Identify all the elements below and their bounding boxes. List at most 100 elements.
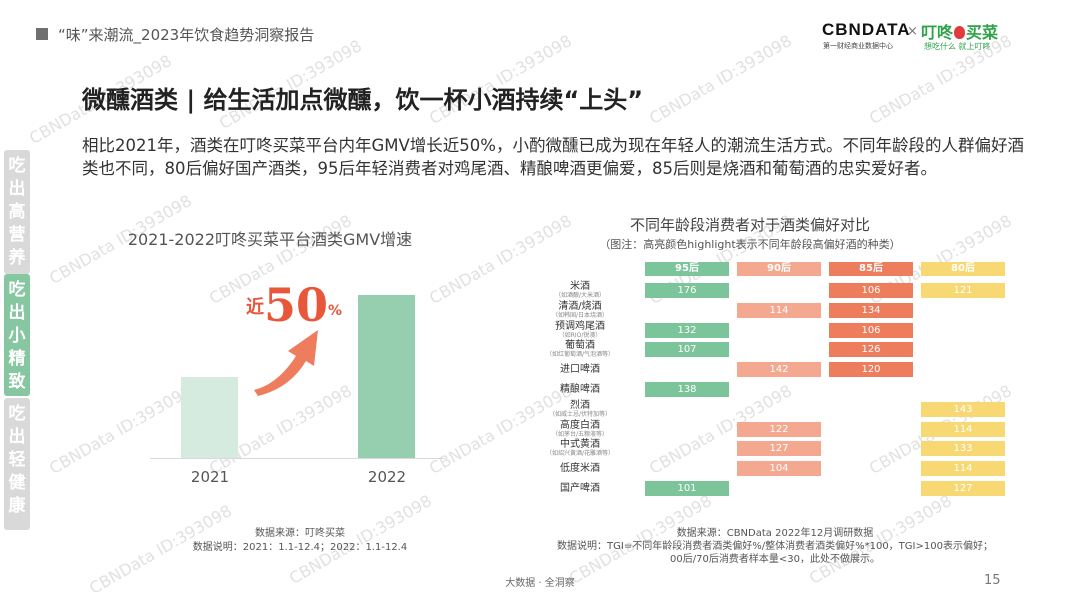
heat-cell: 104	[737, 461, 821, 477]
cbndata-logo: CBNDATA	[822, 20, 911, 39]
row-label-main: 烈酒	[570, 399, 590, 411]
row-label-main: 进口啤酒	[560, 364, 600, 376]
page-number: 15	[984, 573, 1001, 588]
left-source-text: 数据来源：叮咚买菜	[255, 528, 345, 539]
dingdong-logo-part2: 买菜	[966, 23, 999, 42]
row-label-sub: （如威士忌/伏特加等）	[548, 410, 612, 418]
heat-cell: 126	[829, 342, 913, 358]
column-header: 80后	[921, 262, 1005, 276]
heat-cell: 114	[737, 302, 821, 318]
heat-cell: 106	[829, 322, 913, 338]
side-tab-char: 吃	[8, 404, 26, 424]
row-label-sub: （如RIO/锐澳）	[558, 331, 602, 339]
chart-baseline	[150, 458, 445, 459]
row-label: 米酒 （如酒酿/大米酒）	[520, 281, 640, 299]
intro-paragraph: 相比2021年，酒类在叮咚买菜平台内年GMV增长近50%，小酌微醺已成为现在年轻…	[82, 136, 1024, 178]
side-tab-char: 康	[8, 496, 26, 516]
watermark-text: CBNData ID:393098	[646, 31, 795, 128]
cbndata-logo-subtitle: 第一财经商业数据中心	[823, 42, 893, 50]
bar-2022	[358, 295, 415, 458]
row-label-main: 中式黄酒	[560, 439, 600, 451]
side-tab-char: 小	[8, 326, 26, 346]
row-label-main: 葡萄酒	[565, 340, 595, 352]
right-source-text: 数据来源：CBNData 2022年12月调研数据	[676, 528, 874, 539]
heat-cell: 121	[921, 283, 1005, 298]
heat-cell: 107	[645, 342, 729, 358]
header-square-icon	[36, 28, 48, 40]
column-header: 95后	[645, 262, 729, 276]
heat-cell: 127	[921, 481, 1005, 496]
row-label: 进口啤酒	[520, 364, 640, 375]
preference-chart-subtitle: （图注：高亮颜色highlight表示不同年龄段高偏好酒的种类）	[599, 238, 901, 251]
row-label-sub: （如绍兴黄酒/花雕酒等）	[545, 450, 615, 458]
heat-cell: 138	[645, 382, 729, 397]
growth-unit: %	[328, 303, 343, 319]
side-tab-nutrition[interactable]: 吃 出 高 营 养	[4, 150, 30, 274]
dingdong-slogan: 想吃什么 就上叮咚	[924, 42, 991, 51]
row-label-main: 精酿啤酒	[560, 384, 600, 395]
row-label-sub: （如红葡萄酒/气泡酒等）	[545, 351, 615, 359]
row-label: 国产啤酒	[520, 483, 640, 494]
row-label: 葡萄酒 （如红葡萄酒/气泡酒等）	[520, 340, 640, 358]
row-label-sub: （如酒酿/大米酒）	[554, 292, 606, 299]
dingdong-logo: 叮咚 买菜	[921, 19, 998, 43]
side-tab-char: 轻	[8, 450, 26, 470]
right-note-line2: 00后/70后消费者样本量<30，此处不做展示。	[670, 554, 880, 565]
growth-arrow-icon	[254, 330, 318, 396]
column-header: 90后	[737, 262, 821, 276]
row-label-main: 清酒/烧酒	[558, 300, 602, 312]
row-label-main: 高度白酒	[560, 419, 600, 431]
growth-value: 50	[264, 278, 329, 332]
row-label: 精酿啤酒	[520, 384, 640, 395]
heat-cell: 114	[921, 461, 1005, 477]
side-tab-char: 健	[8, 473, 26, 493]
preference-chart-title: 不同年龄段消费者对于酒类偏好对比	[629, 216, 870, 234]
heat-cell: 114	[921, 421, 1005, 437]
footer-slogan: 大数据 · 全洞察	[505, 578, 575, 589]
side-tab-char: 吃	[8, 156, 26, 176]
gmv-chart-title: 2021-2022叮咚买菜平台酒类GMV增速	[127, 230, 413, 249]
row-label-main: 低度米酒	[560, 463, 600, 475]
dingdong-logo-part1: 叮咚	[921, 23, 954, 42]
heat-cell: 106	[829, 283, 913, 298]
row-label: 清酒/烧酒 （如韩国/日本烧酒）	[520, 301, 640, 319]
bar-2021	[181, 377, 238, 458]
heat-cell: 143	[921, 401, 1005, 417]
row-label-main: 国产啤酒	[560, 483, 600, 494]
row-label-main: 预调鸡尾酒	[555, 320, 605, 332]
row-label-sub: （如茅台/五粮液等）	[551, 430, 609, 438]
strawberry-icon	[954, 26, 966, 39]
side-tab-char: 吃	[8, 280, 26, 300]
report-title: “味”来潮流_2023年饮食趋势洞察报告	[58, 26, 315, 44]
x-label-2022: 2022	[367, 468, 407, 486]
heat-cell: 122	[737, 421, 821, 437]
growth-prefix: 近	[246, 297, 264, 318]
heat-cell: 133	[921, 441, 1005, 457]
side-tab-char: 致	[8, 372, 26, 392]
slide-title: 微醺酒类 | 给生活加点微醺，饮一杯小酒持续“上头”	[82, 86, 644, 114]
heat-cell: 120	[829, 362, 913, 378]
heat-cell: 134	[829, 302, 913, 318]
x-label-2021: 2021	[190, 468, 230, 486]
side-tab-char: 出	[8, 427, 26, 447]
row-label-sub: （如韩国/日本烧酒）	[551, 311, 609, 319]
side-tab-healthy[interactable]: 吃 出 轻 健 康	[4, 398, 30, 530]
side-tab-char: 出	[8, 303, 26, 323]
left-note-text: 数据说明：2021：1.1-12.4；2022：1.1-12.4	[192, 542, 408, 553]
side-tab-char: 养	[8, 248, 26, 268]
heat-cell: 101	[645, 481, 729, 496]
row-label: 中式黄酒 （如绍兴黄酒/花雕酒等）	[520, 439, 640, 457]
side-tab-char: 精	[8, 349, 26, 369]
column-header: 85后	[829, 262, 913, 276]
heat-cell: 127	[737, 441, 821, 457]
right-note-line1: 数据说明：TGI=不同年龄段消费者酒类偏好%/整体消费者酒类偏好%*100，TG…	[557, 541, 993, 552]
row-label: 高度白酒 （如茅台/五粮液等）	[520, 420, 640, 438]
side-tab-refined[interactable]: 吃 出 小 精 致	[4, 274, 30, 396]
heat-cell: 142	[737, 362, 821, 378]
row-label: 预调鸡尾酒 （如RIO/锐澳）	[520, 321, 640, 339]
left-chart-source: 数据来源：叮咚买菜 数据说明：2021：1.1-12.4；2022：1.1-12…	[150, 527, 450, 555]
side-tab-char: 营	[8, 225, 26, 245]
brand-separator: ×	[907, 24, 918, 39]
growth-annotation: 近50%	[246, 278, 342, 332]
right-chart-source: 数据来源：CBNData 2022年12月调研数据 数据说明：TGI=不同年龄段…	[540, 527, 1010, 566]
